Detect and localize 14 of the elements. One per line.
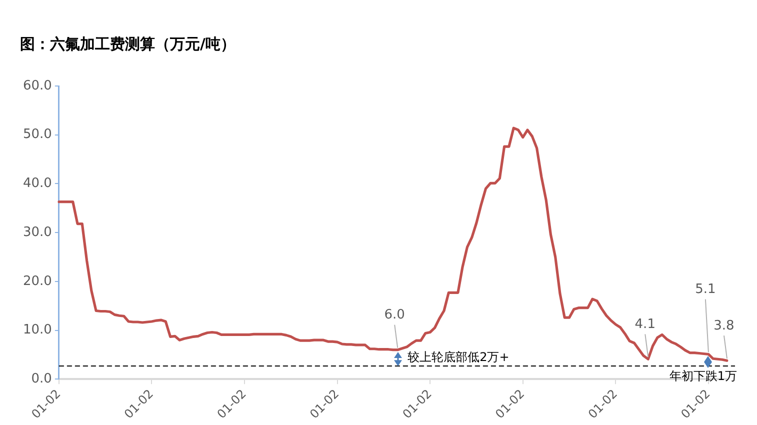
y-tick-label: 10.0 [22, 322, 52, 338]
chart-title: 图：六氟加工费测算（万元/吨） [20, 34, 236, 53]
y-tick-label: 30.0 [22, 224, 52, 240]
y-tick-label: 50.0 [22, 127, 52, 142]
annotation: 年初下跌1万 [669, 369, 737, 384]
data-label: 6.0 [384, 308, 405, 323]
data-label: 4.1 [634, 317, 656, 332]
data-label: 5.1 [695, 282, 716, 298]
y-tick-label: 20.0 [22, 274, 52, 289]
annotation: 较上轮底部低2万+ [408, 350, 510, 364]
y-tick-label: 0.0 [31, 372, 52, 387]
data-label: 3.8 [714, 318, 734, 334]
y-tick-label: 40.0 [22, 176, 52, 192]
y-tick-label: 60.0 [22, 78, 52, 94]
